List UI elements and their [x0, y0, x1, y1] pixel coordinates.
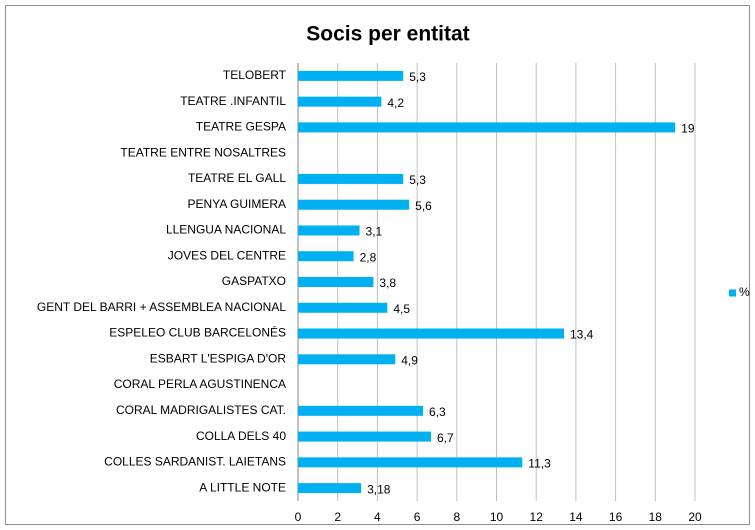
bar [298, 277, 374, 287]
data-label: 3,8 [379, 276, 396, 290]
bar [298, 70, 404, 81]
y-tick-label: ESBART L'ESPIGA D'OR [150, 351, 287, 365]
bar [298, 483, 362, 494]
x-tick-label: 0 [295, 510, 302, 524]
data-label: 3,18 [367, 482, 391, 496]
bar [298, 122, 676, 133]
x-tick-label: 18 [649, 510, 663, 524]
x-tick-label: 16 [609, 510, 623, 524]
y-tick-label: LLENGUA NACIONAL [166, 223, 286, 237]
x-tick-label: 2 [334, 510, 341, 524]
legend-swatch [729, 289, 736, 297]
bar [298, 173, 404, 184]
y-tick-label: GASPATXO [222, 274, 286, 288]
x-tick-label: 6 [414, 510, 421, 524]
data-label: 6,3 [429, 405, 446, 419]
data-label: 5,3 [409, 173, 426, 187]
x-tick-label: 4 [374, 510, 381, 524]
data-label: 4,5 [393, 302, 410, 316]
bar [298, 302, 388, 313]
y-tick-label: JOVES DEL CENTRE [168, 248, 286, 262]
data-label: 5,3 [409, 70, 426, 84]
x-tick-label: 10 [490, 510, 504, 524]
data-label: 13,4 [570, 328, 594, 342]
bar [298, 405, 424, 416]
bar [298, 328, 564, 339]
y-tick-label: TEATRE .INFANTIL [180, 94, 286, 108]
chart-title: Socis per entitat [306, 23, 469, 46]
y-tick-label: CORAL PERLA AGUSTINENCA [114, 377, 286, 391]
y-tick-label: ESPELEO CLUB BARCELONÉS [109, 325, 286, 340]
data-label: 3,1 [366, 225, 383, 239]
x-tick-label: 20 [688, 510, 702, 524]
bar [298, 431, 431, 442]
y-tick-label: A LITTLE NOTE [199, 480, 286, 494]
data-label: 4,2 [387, 96, 404, 110]
data-label: 11,3 [528, 457, 551, 471]
bar [298, 251, 354, 262]
data-label: 4,9 [401, 353, 418, 367]
x-tick-label: 12 [530, 510, 544, 524]
y-tick-label: TEATRE EL GALL [188, 171, 286, 185]
y-tick-label: GENT DEL BARRI + ASSEMBLEA NACIONAL [37, 300, 286, 314]
x-tick-label: 8 [453, 510, 460, 524]
bar [298, 225, 360, 236]
data-label: 5,6 [415, 199, 432, 213]
data-label: 2,8 [360, 250, 377, 264]
y-tick-label: COLLES SARDANIST. LAIETANS [104, 455, 286, 469]
bar [298, 96, 382, 107]
bar [298, 354, 396, 365]
data-label: 6,7 [437, 431, 454, 445]
y-tick-label: TEATRE ENTRE NOSALTRES [120, 145, 286, 159]
data-label: 19 [681, 122, 695, 136]
bar [298, 199, 410, 210]
y-tick-label: TELOBERT [223, 68, 287, 82]
y-tick-label: CORAL MADRIGALISTES CAT. [116, 403, 286, 417]
y-tick-label: TEATRE GESPA [196, 120, 286, 134]
y-tick-label: PENYA GUIMERA [188, 197, 286, 211]
x-tick-label: 14 [569, 510, 583, 524]
bar [298, 457, 523, 468]
legend-label: % [739, 285, 750, 299]
y-tick-label: COLLA DELS 40 [196, 429, 286, 443]
